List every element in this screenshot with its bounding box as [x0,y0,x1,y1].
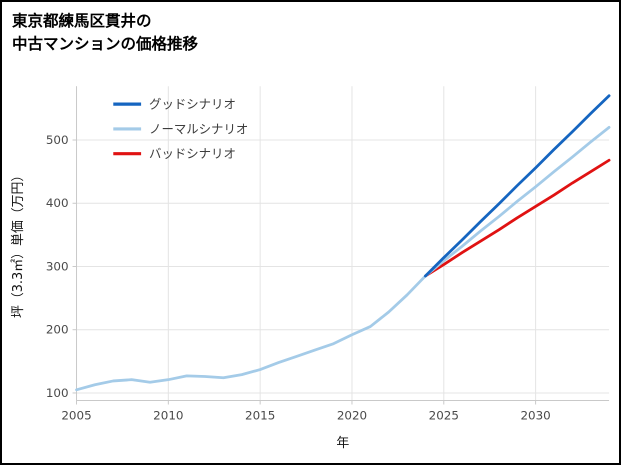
y-axis-title: 坪（3.3㎡）単価（万円） [10,169,26,318]
series-line-good [424,94,611,278]
y-tick-label: 100 [46,386,69,400]
x-tick-label: 2025 [429,408,459,422]
x-tick-label: 2015 [245,408,275,422]
y-tick-label: 200 [46,323,69,337]
chart-title-line1: 東京都練馬区貫井の [12,12,152,30]
chart-title-line2: 中古マンションの価格推移 [12,35,199,54]
x-tick-label: 2010 [153,408,183,422]
x-axis-title: 年 [336,436,349,451]
chart-title: 東京都練馬区貫井の 中古マンションの価格推移 [12,10,198,57]
y-tick-label: 300 [46,259,69,273]
series-line-normal [75,125,611,392]
x-tick-label: 2020 [337,408,367,422]
legend-label-good: グッドシナリオ [149,97,236,112]
y-tick-label: 500 [46,133,69,147]
legend-label-normal: ノーマルシナリオ [149,121,248,136]
x-tick-label: 2005 [61,408,91,422]
x-tick-label: 2030 [520,408,550,422]
legend-label-bad: バッドシナリオ [149,146,236,161]
y-tick-label: 400 [46,196,69,210]
series-line-bad [424,158,611,278]
